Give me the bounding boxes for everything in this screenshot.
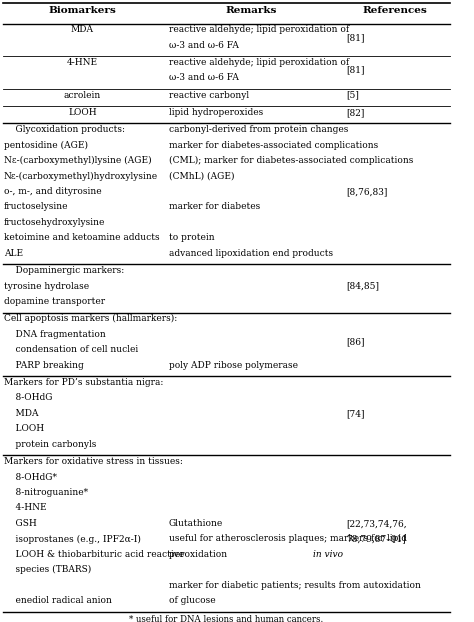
Text: Markers for PD’s substantia nigra:: Markers for PD’s substantia nigra: [4,378,163,387]
Text: poly ADP ribose polymerase: poly ADP ribose polymerase [169,361,298,369]
Text: [74]: [74] [346,409,365,418]
Text: enediol radical anion: enediol radical anion [4,596,111,605]
Text: fructosehydroxylysine: fructosehydroxylysine [4,218,105,227]
Text: lipid hydroperoxides: lipid hydroperoxides [169,108,263,117]
Text: LOOH & thiobarbituric acid reactive: LOOH & thiobarbituric acid reactive [4,550,184,559]
Text: Cell apoptosis markers (hallmarkers):: Cell apoptosis markers (hallmarkers): [4,314,177,323]
Text: Nε-(carboxymethyl)hydroxylysine: Nε-(carboxymethyl)hydroxylysine [4,172,158,180]
Text: 8-OHdG*: 8-OHdG* [4,473,56,481]
Text: in vivo: in vivo [313,550,343,559]
Text: LOOH: LOOH [4,424,44,434]
Text: tyrosine hydrolase: tyrosine hydrolase [4,282,89,290]
Text: MDA: MDA [71,25,94,34]
Text: protein carbonyls: protein carbonyls [4,440,96,449]
Text: pentosidine (AGE): pentosidine (AGE) [4,141,88,150]
Text: GSH: GSH [4,519,36,528]
Text: to protein: to protein [169,233,214,243]
Text: Glycoxidation products:: Glycoxidation products: [4,125,125,134]
Text: 4-HNE: 4-HNE [4,503,46,513]
Text: [5]: [5] [346,91,359,100]
Text: MDA: MDA [4,409,38,418]
Text: (CMhL) (AGE): (CMhL) (AGE) [169,172,234,180]
Text: marker for diabetes: marker for diabetes [169,203,260,211]
Text: [86]: [86] [346,338,365,346]
Text: reactive carbonyl: reactive carbonyl [169,91,249,100]
Text: DNA fragmentation: DNA fragmentation [4,330,105,339]
Text: 4-HNE: 4-HNE [67,58,98,67]
Text: ALE: ALE [4,249,23,258]
Text: carbonyl-derived from protein changes: carbonyl-derived from protein changes [169,125,348,134]
Text: Markers for oxidative stress in tissues:: Markers for oxidative stress in tissues: [4,457,182,466]
Text: marker for diabetes-associated complications: marker for diabetes-associated complicat… [169,141,378,150]
Text: condensation of cell nuclei: condensation of cell nuclei [4,345,138,355]
Text: of glucose: of glucose [169,596,215,605]
Text: reactive aldehyde; lipid peroxidation of: reactive aldehyde; lipid peroxidation of [169,25,349,34]
Text: ketoimine and ketoamine adducts: ketoimine and ketoamine adducts [4,233,159,243]
Text: PARP breaking: PARP breaking [4,361,83,369]
Text: ω-3 and ω-6 FA: ω-3 and ω-6 FA [169,40,239,50]
Text: Glutathione: Glutathione [169,519,223,528]
Text: [84,85]: [84,85] [346,282,380,290]
Text: [22,73,74,76,: [22,73,74,76, [346,519,407,528]
Text: fructoselysine: fructoselysine [4,203,68,211]
Text: 8-OHdG: 8-OHdG [4,394,52,402]
Text: 8-nitroguanine*: 8-nitroguanine* [4,488,88,497]
Text: [81]: [81] [346,33,365,42]
Text: [8,76,83]: [8,76,83] [346,187,388,196]
Text: References: References [363,6,428,15]
Text: useful for atherosclerosis plaques; markers for lipid: useful for atherosclerosis plaques; mark… [169,534,407,544]
Text: advanced lipoxidation end products: advanced lipoxidation end products [169,249,333,258]
Text: Biomarkers: Biomarkers [48,6,116,15]
Text: Dopaminergic markers:: Dopaminergic markers: [4,266,124,275]
Text: marker for diabetic patients; results from autoxidation: marker for diabetic patients; results fr… [169,581,421,590]
Text: 78,79,87–91]: 78,79,87–91] [346,534,406,544]
Text: Remarks: Remarks [226,6,277,15]
Text: o-, m-, and dityrosine: o-, m-, and dityrosine [4,187,101,196]
Text: [82]: [82] [346,108,365,117]
Text: reactive aldehyde; lipid peroxidation of: reactive aldehyde; lipid peroxidation of [169,58,349,67]
Text: peroxidation: peroxidation [169,550,230,559]
Text: ω-3 and ω-6 FA: ω-3 and ω-6 FA [169,73,239,82]
Text: Nε-(carboxymethyl)lysine (AGE): Nε-(carboxymethyl)lysine (AGE) [4,156,151,165]
Text: (CML); marker for diabetes-associated complications: (CML); marker for diabetes-associated co… [169,156,413,165]
Text: [81]: [81] [346,66,365,75]
Text: isoprostanes (e.g., IPF2α-I): isoprostanes (e.g., IPF2α-I) [4,534,140,544]
Text: * useful for DNA lesions and human cancers.: * useful for DNA lesions and human cance… [129,615,324,622]
Text: acrolein: acrolein [64,91,101,100]
Text: LOOH: LOOH [68,108,97,117]
Text: dopamine transporter: dopamine transporter [4,297,105,306]
Text: species (TBARS): species (TBARS) [4,565,91,575]
